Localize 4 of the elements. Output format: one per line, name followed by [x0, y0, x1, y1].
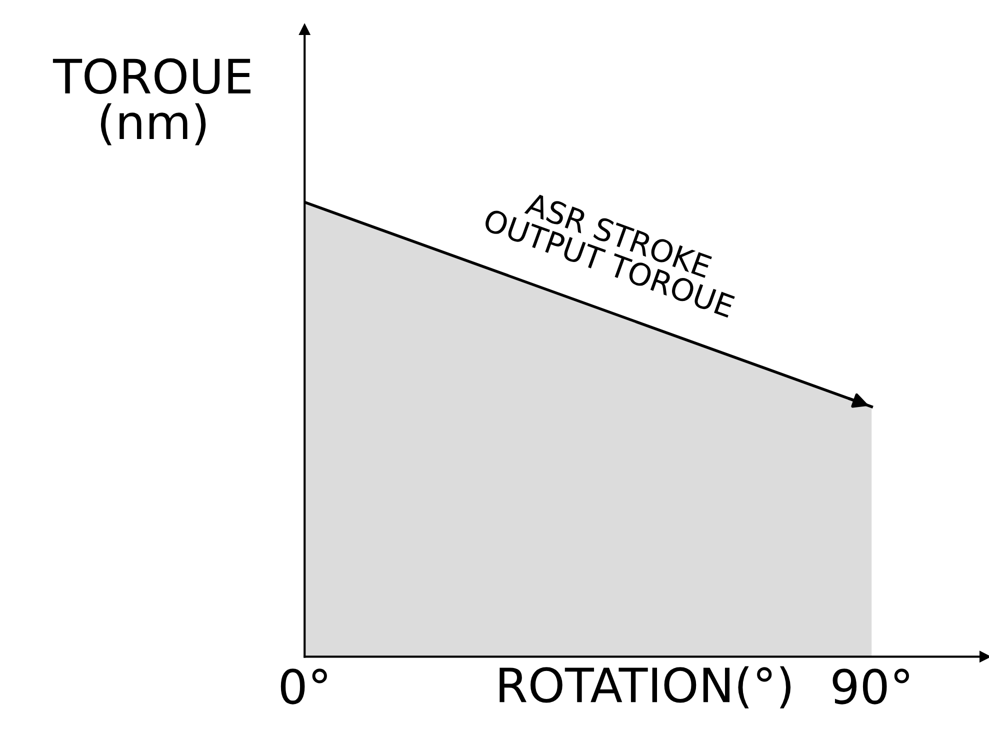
x-axis-title: ROTATION(°)	[500, 666, 791, 708]
x-tick-label: 0°	[280, 668, 327, 704]
x-tick-label: 90°	[832, 668, 909, 704]
y-axis-title: TOROUE (nm)	[52, 58, 250, 146]
